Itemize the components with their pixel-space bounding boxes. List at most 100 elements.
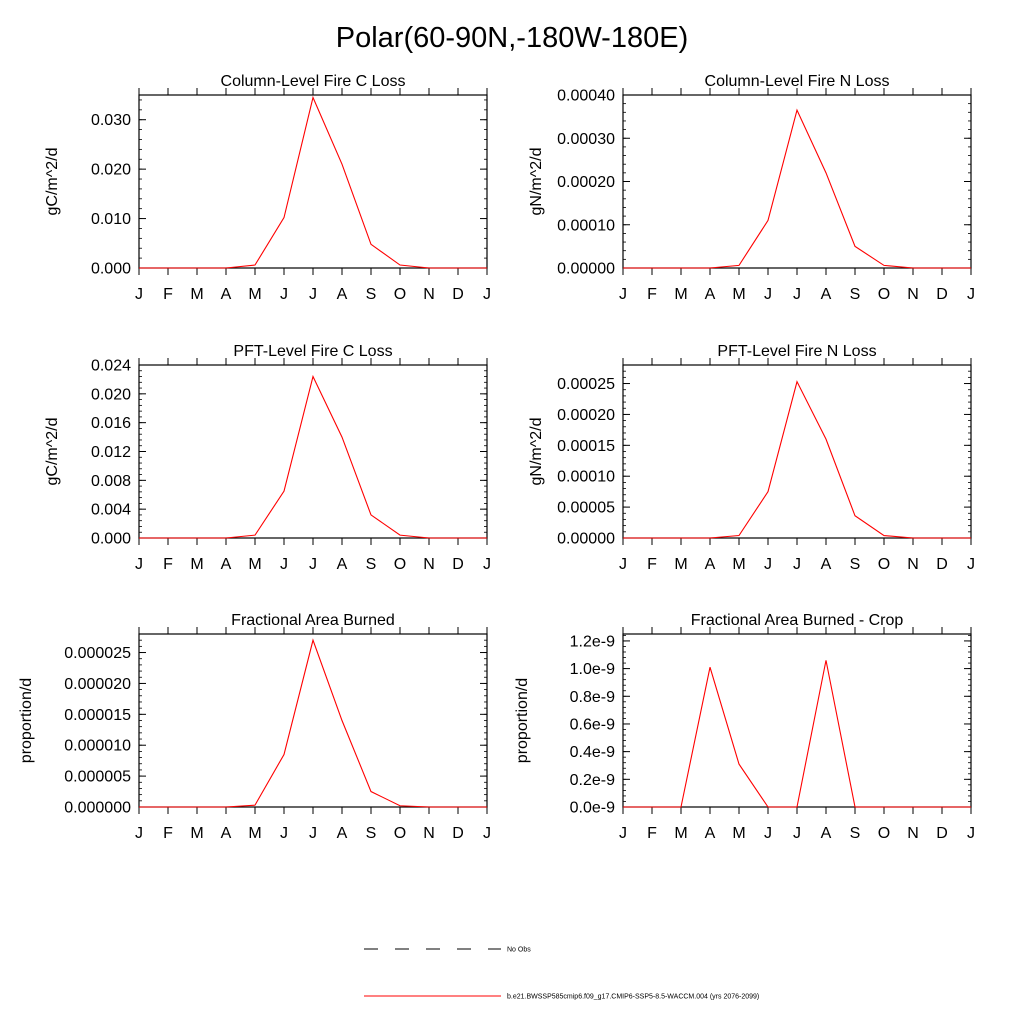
panel-2: Column-Level Fire N Loss gN/m^2/d 0.00000 0…	[528, 73, 975, 303]
y-tick-label: 0.012	[91, 444, 131, 461]
y-tick-label: 0.00025	[557, 376, 615, 393]
y-tick-label: 0.010	[91, 211, 131, 228]
x-tick-label: D	[452, 825, 464, 842]
x-tick-label: S	[366, 286, 377, 303]
x-tick-label: J	[135, 556, 143, 573]
y-tick-label: 0.000020	[64, 676, 131, 693]
y-tick-label: 0.004	[91, 502, 131, 519]
y-tick-label: 0.00020	[557, 174, 615, 191]
x-tick-label: S	[850, 556, 861, 573]
series-line	[623, 380, 971, 539]
x-tick-label: J	[619, 286, 627, 303]
x-tick-label: J	[619, 825, 627, 842]
x-tick-label: J	[764, 286, 772, 303]
x-tick-label: J	[309, 286, 317, 303]
y-tick-label: 0.00020	[557, 407, 615, 424]
x-tick-label: M	[190, 556, 203, 573]
legend-label: No Obs	[507, 947, 531, 954]
x-tick-label: J	[483, 825, 491, 842]
x-tick-label: J	[619, 556, 627, 573]
panel-title: Fractional Area Burned	[231, 612, 395, 629]
x-tick-label: F	[647, 825, 657, 842]
y-tick-label: 0.00010	[557, 469, 615, 486]
x-tick-label: J	[280, 825, 288, 842]
y-tick-label: 0.00005	[557, 500, 615, 517]
panel-3: PFT-Level Fire C Loss gC/m^2/d 0.000 0.004 0…	[44, 343, 491, 573]
plot-frame	[622, 364, 972, 539]
x-tick-label: M	[190, 825, 203, 842]
series-line	[623, 660, 971, 808]
figure-title: Polar(60-90N,-180W-180E)	[335, 22, 689, 54]
x-tick-label: A	[337, 825, 348, 842]
x-tick-label: N	[423, 556, 435, 573]
y-tick-label: 0.000	[91, 531, 131, 548]
plot-frame	[138, 633, 488, 808]
panel-5: Fractional Area Burned proportion/d 0.0000…	[18, 612, 491, 842]
x-tick-label: J	[309, 825, 317, 842]
x-tick-label: D	[452, 286, 464, 303]
x-tick-label: S	[850, 286, 861, 303]
x-tick-label: A	[221, 286, 232, 303]
x-tick-label: J	[135, 286, 143, 303]
x-tick-label: M	[674, 556, 687, 573]
x-tick-label: A	[705, 825, 716, 842]
x-tick-label: O	[394, 556, 406, 573]
plot-frame	[138, 94, 488, 269]
x-tick-label: F	[647, 286, 657, 303]
x-tick-label: J	[483, 556, 491, 573]
panel-1: Column-Level Fire C Loss gC/m^2/d 0.000 0.0…	[44, 73, 491, 303]
x-tick-label: O	[394, 825, 406, 842]
x-tick-label: A	[337, 556, 348, 573]
x-tick-label: S	[366, 825, 377, 842]
x-tick-label: J	[793, 286, 801, 303]
x-tick-label: M	[248, 556, 261, 573]
plot-frame	[138, 364, 488, 539]
panel-title: PFT-Level Fire C Loss	[233, 343, 392, 360]
y-tick-label: 0.000015	[64, 707, 131, 724]
y-tick-label: 1.2e-9	[570, 633, 615, 650]
y-axis-label: proportion/d	[18, 678, 35, 763]
y-tick-label: 0.00000	[557, 261, 615, 278]
series-line	[139, 374, 487, 539]
y-tick-label: 0.00000	[557, 531, 615, 548]
legend: No Obs b.e21.BWSSP585cmip6.f09_g17.CMIP6-…	[364, 947, 759, 1001]
x-tick-label: J	[135, 825, 143, 842]
x-tick-label: F	[163, 286, 173, 303]
x-tick-label: J	[967, 286, 975, 303]
panel-6: Fractional Area Burned - Crop proportion/…	[514, 612, 975, 842]
x-tick-label: D	[936, 825, 948, 842]
x-tick-label: F	[647, 556, 657, 573]
x-tick-label: M	[732, 286, 745, 303]
x-tick-label: A	[821, 286, 832, 303]
y-axis-label: gC/m^2/d	[44, 148, 61, 216]
y-tick-label: 0.000	[91, 261, 131, 278]
x-tick-label: M	[248, 286, 261, 303]
y-tick-label: 0.2e-9	[570, 772, 615, 789]
x-tick-label: J	[764, 825, 772, 842]
x-tick-label: N	[907, 556, 919, 573]
x-tick-label: F	[163, 556, 173, 573]
series-line	[623, 108, 971, 269]
y-tick-label: 0.00010	[557, 217, 615, 234]
y-tick-label: 0.00015	[557, 438, 615, 455]
x-tick-label: J	[483, 286, 491, 303]
plot-frame	[622, 633, 972, 808]
x-tick-label: M	[732, 556, 745, 573]
y-axis-label: gN/m^2/d	[528, 148, 545, 216]
y-tick-label: 0.000000	[64, 800, 131, 817]
y-tick-label: 0.8e-9	[570, 689, 615, 706]
x-tick-label: J	[309, 556, 317, 573]
x-tick-label: M	[190, 286, 203, 303]
x-tick-label: S	[366, 556, 377, 573]
y-tick-label: 0.030	[91, 112, 131, 129]
x-tick-label: O	[394, 286, 406, 303]
y-tick-label: 0.00040	[557, 88, 615, 105]
x-tick-label: O	[878, 825, 890, 842]
x-tick-label: M	[674, 825, 687, 842]
x-tick-label: N	[907, 825, 919, 842]
x-tick-label: N	[907, 286, 919, 303]
y-tick-label: 0.020	[91, 386, 131, 403]
panel-title: Column-Level Fire N Loss	[705, 73, 890, 90]
y-tick-label: 0.008	[91, 473, 131, 490]
